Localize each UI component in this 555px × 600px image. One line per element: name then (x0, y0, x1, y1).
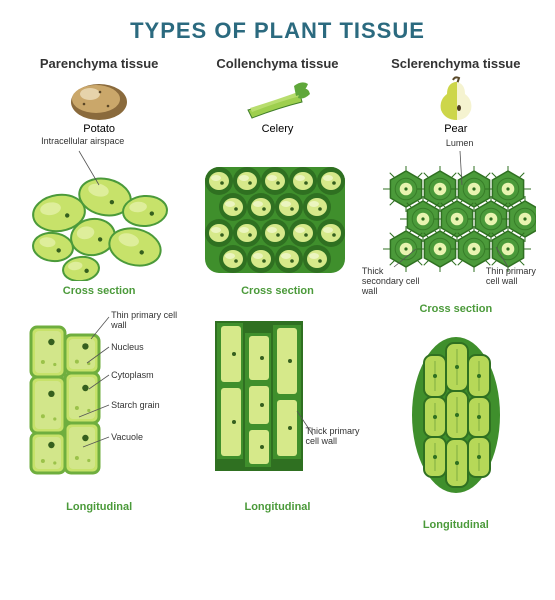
long-collenchyma-wrap: Thick primary cell wall (197, 307, 357, 497)
caption-cross-sclerenchyma: Cross section (419, 303, 492, 315)
anno-vacuole: Vacuole (111, 433, 143, 443)
anno-thin-primary-cell-wall: Thin primary cell wall (111, 311, 181, 331)
caption-long-parenchyma: Longitudinal (66, 501, 132, 513)
cross-parenchyma-icon (19, 141, 179, 281)
anno-thick-primary-cell-wall: Thick primary cell wall (305, 427, 361, 447)
example-pear-icon (421, 74, 491, 124)
anno-thick-secondary-cell-wall: Thick secondary cell wall (362, 267, 424, 297)
tissue-name-parenchyma: Parenchyma tissue (40, 56, 159, 71)
anno-cytoplasm: Cytoplasm (111, 371, 154, 381)
example-celery-icon (242, 74, 312, 124)
cross-collenchyma-wrap (197, 141, 357, 281)
anno-nucleus: Nucleus (111, 343, 144, 353)
long-collenchyma-icon (197, 307, 357, 497)
col-parenchyma: Parenchyma tissue Potato Intracellular a… (12, 44, 187, 531)
col-sclerenchyma: Sclerenchyma tissue Pear Lumen Thick sec… (368, 44, 543, 531)
anno-lumen: Lumen (446, 139, 474, 149)
caption-long-sclerenchyma: Longitudinal (423, 519, 489, 531)
cross-sclerenchyma-wrap: Lumen Thick secondary cell wall Thin pri… (376, 141, 536, 281)
long-parenchyma-wrap: Thin primary cell wall Nucleus Cytoplasm… (19, 307, 179, 497)
caption-cross-parenchyma: Cross section (63, 285, 136, 297)
long-sclerenchyma-wrap (376, 325, 536, 515)
example-label-potato: Potato (83, 123, 115, 135)
columns: Parenchyma tissue Potato Intracellular a… (0, 44, 555, 531)
anno-thin-primary-cell-wall-scl: Thin primary cell wall (486, 267, 542, 287)
example-label-pear: Pear (444, 123, 467, 135)
anno-intracellular-airspace: Intracellular airspace (41, 137, 131, 147)
example-potato-icon (64, 74, 134, 124)
cross-collenchyma-icon (197, 141, 357, 281)
tissue-name-sclerenchyma: Sclerenchyma tissue (391, 56, 520, 71)
caption-cross-collenchyma: Cross section (241, 285, 314, 297)
long-sclerenchyma-icon (376, 325, 536, 515)
cross-parenchyma-wrap: Intracellular airspace (19, 141, 179, 281)
tissue-name-collenchyma: Collenchyma tissue (216, 56, 338, 71)
example-label-celery: Celery (262, 123, 294, 135)
page-title: TYPES OF PLANT TISSUE (0, 0, 555, 44)
caption-long-collenchyma: Longitudinal (244, 501, 310, 513)
anno-starch-grain: Starch grain (111, 401, 160, 411)
col-collenchyma: Collenchyma tissue Celery Cross section … (190, 44, 365, 531)
cross-sclerenchyma-icon (376, 141, 536, 281)
